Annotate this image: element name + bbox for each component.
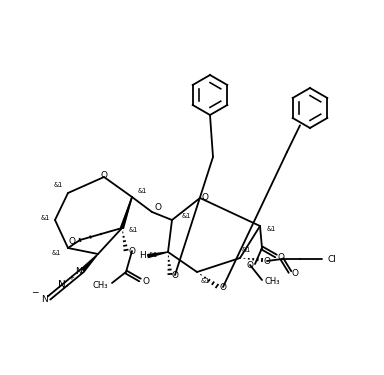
Text: −: − [31,288,39,297]
Text: &1: &1 [181,213,190,219]
Text: O: O [202,194,209,202]
Text: O: O [220,282,227,291]
Text: &1: &1 [148,252,157,258]
Text: &1: &1 [137,188,147,194]
Text: CH₃: CH₃ [264,278,280,286]
Text: N: N [41,294,47,303]
Text: O: O [247,261,253,270]
Text: O: O [142,276,149,285]
Text: O: O [263,256,270,265]
Text: O: O [101,171,108,180]
Polygon shape [148,252,168,258]
Text: Cl: Cl [328,255,336,264]
Text: O: O [154,204,162,213]
Text: N: N [58,280,66,290]
Text: O: O [278,252,285,261]
Text: &1: &1 [200,278,210,284]
Text: &1: &1 [242,247,251,253]
Text: N: N [76,267,83,276]
Text: &1: &1 [51,250,61,256]
Text: &1: &1 [128,227,137,233]
Text: &1: &1 [53,182,63,188]
Text: O: O [291,268,298,278]
Text: O: O [68,237,76,246]
Text: H: H [140,252,146,261]
Text: &1: &1 [266,226,276,232]
Polygon shape [81,254,98,272]
Text: O: O [172,270,179,279]
Text: CH₃: CH₃ [92,280,108,290]
Text: &1: &1 [40,215,50,221]
Text: O: O [129,246,136,255]
Polygon shape [121,197,132,228]
Text: +: + [68,275,74,281]
